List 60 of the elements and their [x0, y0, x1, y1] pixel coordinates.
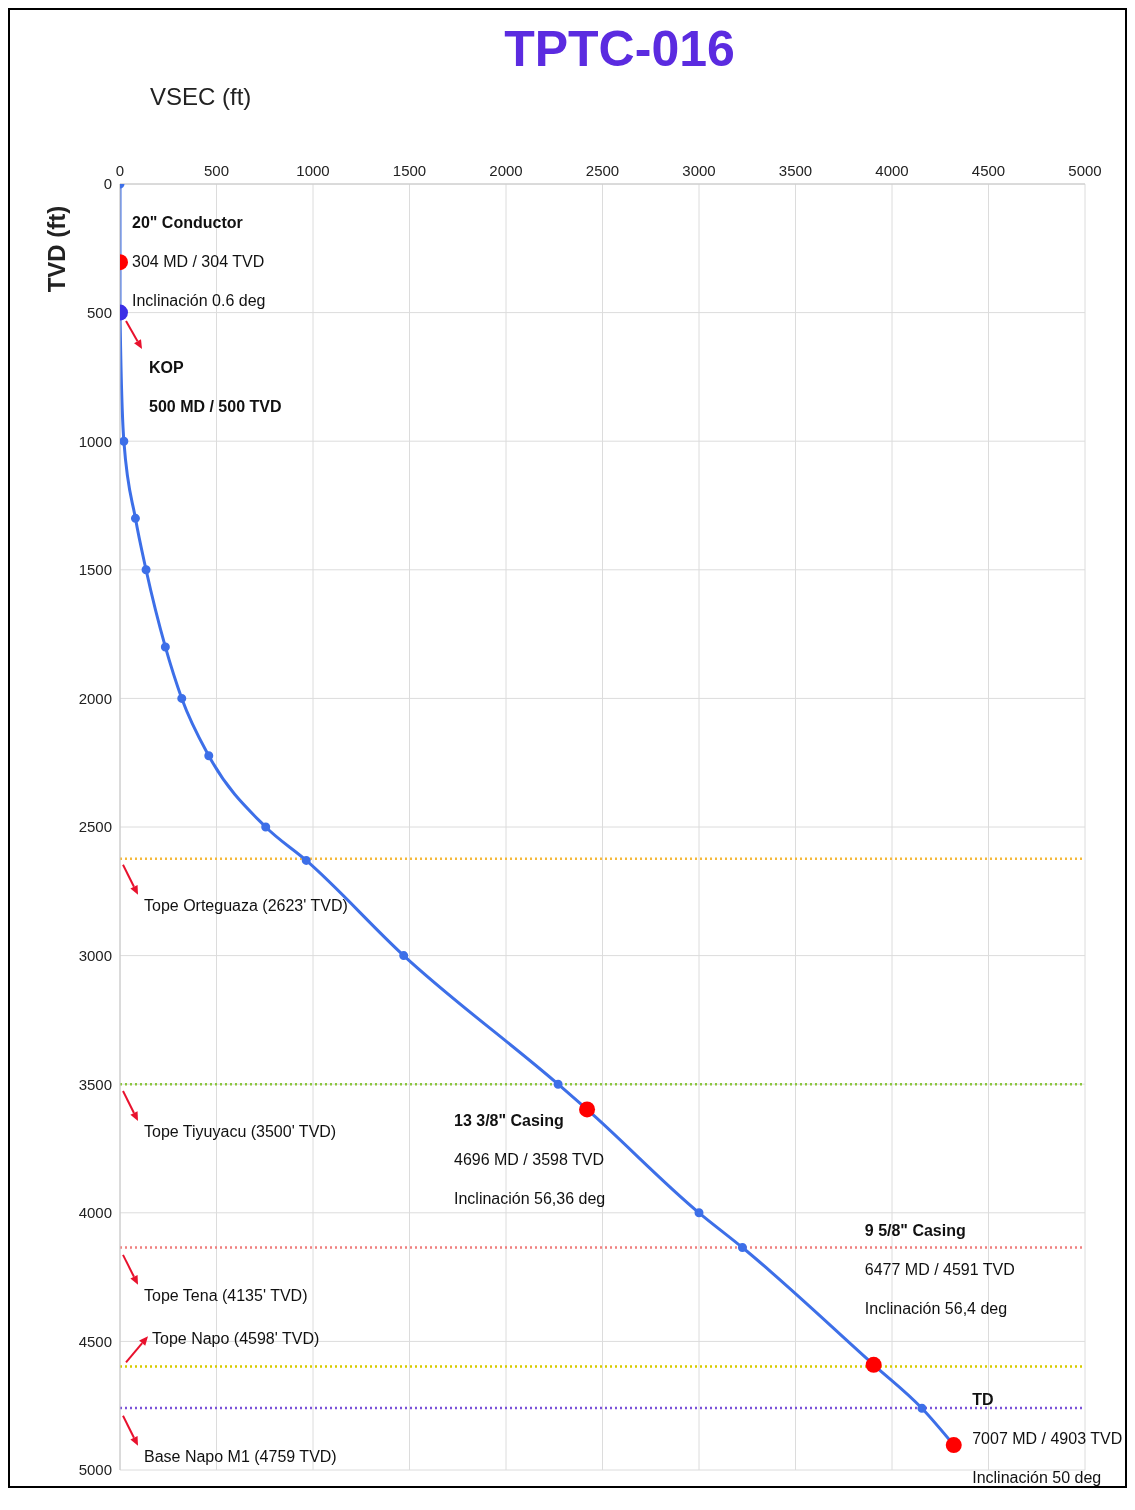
y-tick-label: 500 [86, 303, 112, 321]
x-tick-label: 5000 [1068, 162, 1102, 179]
y-tick-label: 4000 [78, 1204, 112, 1222]
y-tick-label: 2000 [78, 689, 112, 707]
point [694, 1208, 704, 1218]
y-tick-label: 3500 [78, 1075, 112, 1093]
annotation: 7007 MD / 4903 TVD [972, 1429, 1123, 1447]
y-axis-title: TVD (ft) [43, 205, 70, 293]
point [204, 751, 214, 761]
annotation: Inclinación 0.6 deg [132, 292, 266, 310]
point [865, 1356, 882, 1373]
point [177, 693, 187, 703]
point [737, 1243, 747, 1253]
point [917, 1403, 927, 1413]
point [399, 951, 409, 961]
annotation: TD [972, 1390, 994, 1408]
y-tick-label: 1000 [78, 432, 112, 450]
x-tick-label: 3500 [778, 162, 813, 179]
ref-line-label: Tope Orteguaza (2623' TVD) [144, 896, 348, 914]
point [579, 1101, 596, 1118]
annotation: 6477 MD / 4591 TVD [864, 1261, 1015, 1279]
annotation: 9 5/8" Casing [864, 1222, 966, 1240]
ref-line-label: Tope Tena (4135' TVD) [144, 1286, 308, 1304]
y-tick-label: 2500 [78, 818, 112, 836]
x-tick-label: 1000 [296, 162, 330, 179]
point [553, 1079, 563, 1089]
annotation: 304 MD / 304 TVD [132, 253, 265, 271]
y-tick-label: 0 [103, 175, 112, 193]
ref-line-label: Tope Napo (4598' TVD) [152, 1330, 320, 1348]
y-tick-label: 3000 [78, 946, 112, 964]
y-tick-label: 1500 [78, 561, 112, 579]
y-tick-label: 5000 [78, 1461, 112, 1479]
annotation: 13 3/8" Casing [454, 1112, 564, 1130]
x-axis-title: VSEC (ft) [150, 83, 252, 110]
annotation: 20" Conductor [132, 214, 243, 232]
point [120, 436, 129, 446]
annotation: Inclinación 56,36 deg [454, 1190, 606, 1208]
ref-line-label: Tope Tiyuyacu (3500' TVD) [144, 1123, 337, 1140]
annotation: Inclinación 50 deg [972, 1468, 1102, 1486]
point [141, 565, 151, 575]
x-tick-label: 1500 [392, 162, 427, 179]
point [945, 1437, 962, 1454]
annotation: 500 MD / 500 TVD [149, 398, 282, 415]
x-tick-label: 0 [115, 162, 125, 179]
x-tick-label: 3000 [682, 162, 716, 179]
x-tick-label: 4500 [971, 162, 1006, 179]
chart-title: TPTC-016 [503, 20, 736, 78]
x-tick-label: 4000 [875, 162, 909, 179]
x-tick-label: 500 [203, 162, 230, 179]
y-tick-label: 4500 [78, 1332, 112, 1350]
point [160, 642, 170, 652]
annotation: 4696 MD / 3598 TVD [454, 1151, 605, 1169]
annotation: KOP [149, 359, 184, 376]
point [130, 513, 140, 523]
point [301, 855, 311, 865]
annotation: Inclinación 56,4 deg [864, 1300, 1008, 1318]
x-tick-label: 2000 [489, 162, 523, 179]
x-tick-label: 2500 [585, 162, 620, 179]
point [261, 822, 271, 832]
ref-line-label: Base Napo M1 (4759 TVD) [144, 1447, 337, 1465]
